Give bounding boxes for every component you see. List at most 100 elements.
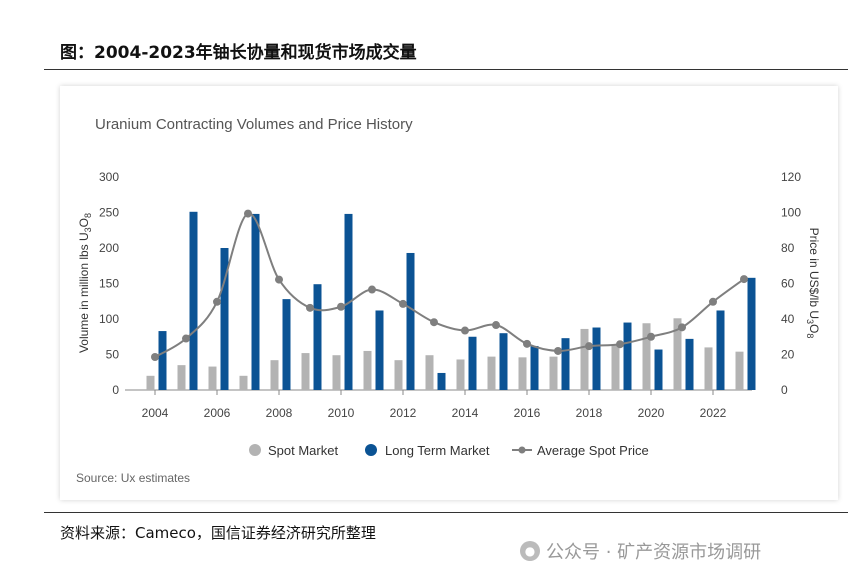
average-spot-price-point [554, 346, 562, 355]
average-spot-price-point [709, 297, 717, 306]
x-tick-label: 2004 [142, 406, 169, 420]
average-spot-price-point [399, 299, 407, 308]
top-divider [44, 69, 848, 70]
x-tick-label: 2008 [266, 406, 293, 420]
y-left-tick-label: 100 [99, 312, 119, 326]
spot-market-bar [363, 350, 372, 390]
average-spot-price-point [523, 339, 531, 348]
y-left-tick-label: 300 [99, 170, 119, 184]
spot-market-bar [425, 355, 434, 390]
y-axis-left-ticks: 0 50 100 150 200 250 300 [99, 170, 119, 397]
watermark: ● 公众号 · 矿产资源市场调研 [520, 538, 761, 564]
spot-market-bar [580, 328, 589, 390]
average-spot-price-point [182, 334, 190, 343]
legend-long-term-swatch [365, 444, 377, 456]
average-spot-price-point [306, 303, 314, 312]
average-spot-price-point [616, 340, 624, 349]
bar-series [146, 211, 756, 390]
long-term-market-bar [747, 277, 756, 390]
average-spot-price-point [213, 297, 221, 306]
y-left-tick-label: 150 [99, 277, 119, 291]
long-term-market-bar [158, 331, 167, 390]
long-term-market-bar [468, 336, 477, 390]
y-right-tick-label: 40 [781, 312, 795, 326]
x-tick-label: 2010 [328, 406, 355, 420]
y-left-tick-label: 200 [99, 241, 119, 255]
x-tick-label: 2012 [390, 406, 417, 420]
spot-market-bar [518, 357, 527, 390]
spot-market-bar [611, 345, 620, 390]
y-axis-right-ticks: 0 20 40 60 80 100 120 [781, 170, 801, 397]
long-term-market-bar [437, 372, 446, 390]
y-right-tick-label: 80 [781, 241, 795, 255]
long-term-market-bar [406, 252, 415, 390]
y-right-tick-label: 100 [781, 206, 801, 220]
spot-market-bar [239, 375, 248, 390]
x-tick-label: 2018 [576, 406, 603, 420]
figure-title: 图：2004-2023年铀长协量和现货市场成交量 [60, 43, 417, 63]
legend: Spot Market Long Term Market Average Spo… [249, 443, 649, 458]
y-right-tick-label: 20 [781, 348, 795, 362]
long-term-market-bar [282, 299, 291, 390]
x-tick-label: 2016 [514, 406, 541, 420]
spot-market-bar [301, 353, 310, 390]
spot-market-bar [704, 347, 713, 390]
legend-spot-swatch [249, 444, 261, 456]
chart-title: Uranium Contracting Volumes and Price Hi… [95, 116, 413, 133]
long-term-market-bar [499, 333, 508, 390]
y-right-tick-label: 0 [781, 383, 788, 397]
spot-market-bar [735, 351, 744, 390]
spot-market-bar [394, 360, 403, 390]
legend-long-term-label: Long Term Market [385, 443, 490, 458]
spot-market-bar [456, 359, 465, 390]
average-spot-price-point [275, 275, 283, 284]
y-right-tick-label: 60 [781, 277, 795, 291]
spot-market-bar [487, 356, 496, 390]
average-spot-price-point [368, 285, 376, 294]
x-axis-ticks: 2004 2006 2008 2010 2012 2014 2016 2018 2020 2022 [142, 390, 727, 420]
spot-market-bar [673, 318, 682, 390]
long-term-market-bar [251, 213, 260, 390]
legend-spot-label: Spot Market [268, 443, 338, 458]
watermark-text: 公众号 · 矿产资源市场调研 [546, 542, 762, 563]
long-term-market-bar [685, 338, 694, 390]
average-spot-price-line [154, 212, 745, 358]
long-term-market-bar [654, 349, 663, 390]
legend-price-marker [518, 446, 526, 454]
long-term-market-bar [561, 338, 570, 390]
spot-market-bar [549, 356, 558, 390]
wechat-icon: ● [520, 541, 540, 561]
chart-source-note: Source: Ux estimates [76, 471, 191, 485]
long-term-market-bar [716, 310, 725, 390]
spot-market-bar [642, 323, 651, 390]
average-spot-price-point [585, 342, 593, 351]
spot-market-bar [332, 355, 341, 390]
price-line-series [151, 209, 748, 361]
average-spot-price-point [492, 321, 500, 330]
long-term-market-bar [375, 310, 384, 390]
average-spot-price-point [647, 332, 655, 341]
x-tick-label: 2022 [700, 406, 727, 420]
long-term-market-bar [220, 248, 229, 390]
x-tick-label: 2006 [204, 406, 231, 420]
y-left-tick-label: 250 [99, 206, 119, 220]
x-tick-label: 2020 [638, 406, 665, 420]
x-tick-label: 2014 [452, 406, 479, 420]
long-term-market-bar [530, 345, 539, 390]
average-spot-price-point [740, 275, 748, 284]
legend-price-label: Average Spot Price [537, 443, 649, 458]
spot-market-bar [270, 360, 279, 390]
long-term-market-bar [592, 327, 601, 390]
average-spot-price-point [337, 302, 345, 311]
y-left-tick-label: 0 [112, 383, 119, 397]
footer-source: 资料来源：Cameco，国信证券经济研究所整理 [60, 524, 376, 542]
y-left-tick-label: 50 [106, 348, 120, 362]
spot-market-bar [146, 375, 155, 390]
y-axis-right-title: Price in US$/lb U3O8 [805, 228, 821, 339]
average-spot-price-point [461, 326, 469, 335]
long-term-market-bar [623, 322, 632, 390]
spot-market-bar [208, 366, 217, 390]
spot-market-bar [177, 365, 186, 390]
y-right-tick-label: 120 [781, 170, 801, 184]
